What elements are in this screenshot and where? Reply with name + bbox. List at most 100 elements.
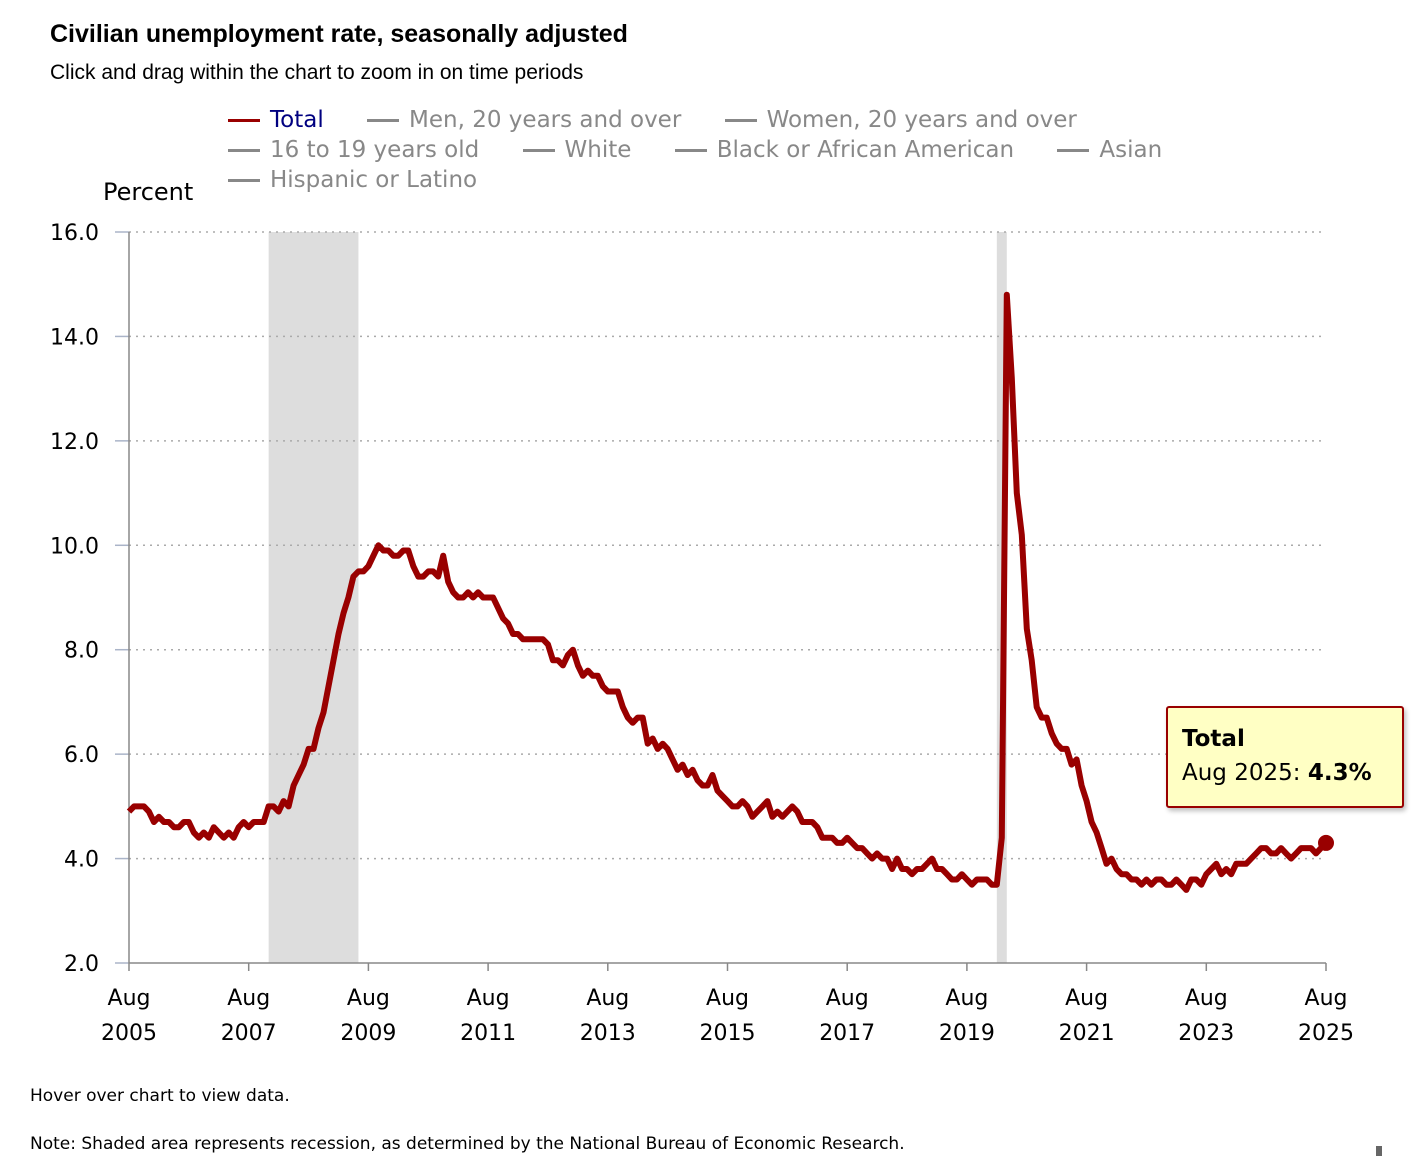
legend-swatch (674, 149, 707, 152)
data-point (625, 715, 630, 720)
data-point (281, 799, 286, 804)
data-point (241, 820, 246, 825)
legend-item-black[interactable]: Black or African American (674, 135, 1014, 165)
data-point (900, 867, 905, 872)
data-point (1144, 877, 1149, 882)
legend-item-asian[interactable]: Asian (1057, 135, 1162, 165)
data-point (800, 820, 805, 825)
data-point (890, 867, 895, 872)
data-point (550, 658, 555, 663)
chart-plot[interactable]: 2.0 4.0 6.0 8.0 10.0 12.0 14.0 16.0 Aug 2005 Aug 20… (0, 0, 1424, 1080)
data-point (740, 799, 745, 804)
data-point (585, 668, 590, 673)
data-point (615, 689, 620, 694)
data-point (765, 799, 770, 804)
resize-handle[interactable] (1376, 1146, 1382, 1156)
legend-item-hispanic[interactable]: Hispanic or Latino (228, 165, 477, 195)
data-point (665, 746, 670, 751)
data-point (1024, 626, 1029, 631)
data-point (1014, 491, 1019, 496)
data-point (1029, 658, 1034, 663)
data-point (1034, 705, 1039, 710)
data-point (575, 663, 580, 668)
data-point (1279, 846, 1284, 851)
data-point (780, 814, 785, 819)
data-point (939, 867, 944, 872)
data-point (1274, 851, 1279, 856)
data-point (560, 663, 565, 668)
data-point (501, 616, 506, 621)
recession-band (268, 232, 359, 963)
data-point (640, 715, 645, 720)
legend-item-women[interactable]: Women, 20 years and over (724, 105, 1077, 135)
legend-label: 16 to 19 years old (270, 137, 480, 163)
data-point (491, 595, 496, 600)
data-point (346, 595, 351, 600)
x-tick-label-year: 2009 (340, 1021, 396, 1046)
y-axis-label: Percent (103, 178, 194, 206)
data-point (535, 637, 540, 642)
data-point (221, 835, 226, 840)
data-point (1214, 861, 1219, 866)
data-point (1199, 882, 1204, 887)
data-point (1164, 882, 1169, 887)
x-tick-label-month: Aug (347, 986, 390, 1011)
data-point (1124, 872, 1129, 877)
data-point (406, 548, 411, 553)
legend-item-white[interactable]: White (522, 135, 631, 165)
legend-item-total[interactable]: Total (228, 105, 324, 135)
data-point (1239, 861, 1244, 866)
data-point (750, 814, 755, 819)
data-point (1224, 867, 1229, 872)
data-point (1159, 877, 1164, 882)
data-point (391, 553, 396, 558)
data-point (171, 825, 176, 830)
data-point (421, 574, 426, 579)
data-point (755, 809, 760, 814)
data-point (256, 820, 261, 825)
data-point (1229, 872, 1234, 877)
data-point (151, 820, 156, 825)
data-point (216, 830, 221, 835)
data-point (1129, 877, 1134, 882)
legend-item-teens[interactable]: 16 to 19 years old (228, 135, 479, 165)
data-point (1134, 877, 1139, 882)
y-tick-label: 8.0 (64, 639, 99, 664)
data-point (810, 820, 815, 825)
legend-swatch (228, 179, 260, 182)
data-point (710, 773, 715, 778)
data-point (630, 720, 635, 725)
data-point (506, 621, 511, 626)
data-point (306, 746, 311, 751)
data-point (880, 856, 885, 861)
data-point (760, 804, 765, 809)
data-point (301, 762, 306, 767)
legend-item-men[interactable]: Men, 20 years and over (367, 105, 681, 135)
x-tick-label-month: Aug (706, 986, 749, 1011)
data-point (595, 673, 600, 678)
tooltip-line: Aug 2025: 4.3% (1182, 760, 1402, 786)
y-tick-label: 10.0 (50, 534, 99, 559)
data-point (885, 856, 890, 861)
series-line-total (126, 291, 1329, 893)
data-point (361, 569, 366, 574)
data-point (156, 814, 161, 819)
legend-label: Hispanic or Latino (270, 167, 478, 193)
x-tick-label-month: Aug (227, 986, 270, 1011)
x-tick-label-month: Aug (586, 986, 629, 1011)
data-point (1194, 877, 1199, 882)
data-point (785, 809, 790, 814)
data-point (685, 773, 690, 778)
data-point (1009, 376, 1014, 381)
data-point (580, 673, 585, 678)
data-point (316, 726, 321, 731)
data-point (949, 877, 954, 882)
data-point (875, 851, 880, 856)
data-point (850, 840, 855, 845)
data-point (999, 835, 1004, 840)
data-point (610, 689, 615, 694)
data-point (296, 773, 301, 778)
data-point (1189, 877, 1194, 882)
data-point (276, 809, 281, 814)
data-point (1114, 867, 1119, 872)
